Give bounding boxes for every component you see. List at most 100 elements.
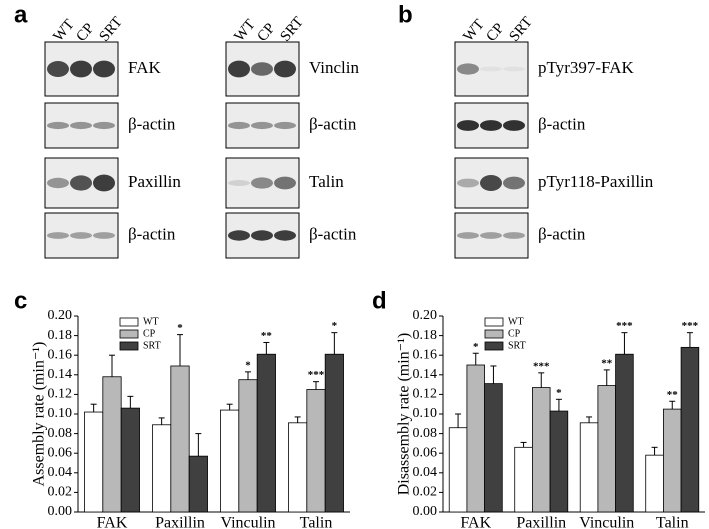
lane-label: WT xyxy=(460,17,487,45)
y-tick-label: 0.16 xyxy=(48,347,73,362)
band xyxy=(70,60,92,78)
error-bar xyxy=(313,381,319,390)
band xyxy=(274,60,296,78)
blot xyxy=(225,102,300,149)
y-tick-label: 0.12 xyxy=(413,387,438,402)
bar xyxy=(238,379,258,513)
band xyxy=(47,177,69,189)
error-bar xyxy=(686,332,693,348)
band xyxy=(480,175,502,191)
bar xyxy=(615,353,634,513)
band xyxy=(47,121,69,130)
protein-label: pTyr118-Paxillin xyxy=(538,172,654,191)
error-bar xyxy=(158,417,165,425)
y-tick-label: 0.00 xyxy=(413,504,438,519)
band xyxy=(503,176,525,190)
legend-swatch xyxy=(119,329,139,339)
legend-label: CP xyxy=(143,328,156,339)
bar xyxy=(579,422,599,513)
band xyxy=(503,120,525,131)
band xyxy=(503,66,525,72)
band xyxy=(251,62,273,76)
x-tick-label: Talin xyxy=(656,515,689,529)
error-bar xyxy=(586,416,593,423)
band xyxy=(228,180,250,186)
legend-label: SRT xyxy=(143,340,161,351)
band xyxy=(274,230,296,241)
band xyxy=(503,232,525,239)
y-tick-label: 0.14 xyxy=(413,367,438,382)
panel-label: a xyxy=(14,1,28,28)
bar xyxy=(152,424,172,513)
band xyxy=(274,176,296,190)
significance: *** xyxy=(616,320,633,332)
lane-label: CP xyxy=(73,20,97,44)
blot xyxy=(44,212,119,259)
legend-label: WT xyxy=(143,316,159,327)
protein-label: Talin xyxy=(309,172,344,191)
band xyxy=(47,232,69,239)
band xyxy=(251,121,273,130)
band xyxy=(228,121,250,130)
legend-label: CP xyxy=(508,328,521,339)
legend-swatch xyxy=(119,317,139,327)
legend-swatch xyxy=(484,317,504,327)
band xyxy=(70,232,92,239)
error-bar xyxy=(90,403,97,413)
error-bar xyxy=(538,372,545,388)
x-tick-label: Talin xyxy=(300,515,333,529)
legend-label: SRT xyxy=(508,340,526,351)
error-bar xyxy=(177,334,183,366)
error-bar xyxy=(455,413,462,428)
protein-label: Paxillin xyxy=(128,172,181,191)
blot xyxy=(454,41,529,97)
error-bar xyxy=(226,403,233,411)
protein-label: Vinclin xyxy=(309,58,359,77)
error-bar xyxy=(263,341,270,355)
band xyxy=(251,177,273,189)
band xyxy=(457,232,479,239)
bar xyxy=(306,389,326,513)
bar xyxy=(120,407,140,513)
blot xyxy=(44,102,119,149)
band xyxy=(228,230,250,241)
y-tick-label: 0.10 xyxy=(413,406,438,421)
error-bar xyxy=(472,352,479,365)
y-tick-label: 0.00 xyxy=(48,504,73,519)
protein-label: pTyr397-FAK xyxy=(538,58,634,77)
bar xyxy=(288,422,308,513)
y-tick-label: 0.16 xyxy=(413,347,438,362)
band xyxy=(457,120,479,131)
lane-label: SRT xyxy=(277,14,306,45)
protein-label: β-actin xyxy=(538,224,586,243)
bar xyxy=(324,353,344,513)
y-tick-label: 0.04 xyxy=(413,465,438,480)
protein-label: β-actin xyxy=(128,114,176,133)
y-tick-label: 0.08 xyxy=(413,426,438,441)
band xyxy=(480,120,502,131)
y-tick-label: 0.18 xyxy=(413,328,438,343)
bar xyxy=(597,385,616,513)
bar xyxy=(514,446,533,513)
significance: * xyxy=(245,359,251,371)
panel-label: c xyxy=(14,287,27,314)
band xyxy=(70,121,92,130)
y-axis-label: Disassembly rate (min⁻¹) xyxy=(396,333,413,496)
protein-label: FAK xyxy=(128,58,161,77)
significance: ** xyxy=(667,389,679,401)
error-bar xyxy=(669,400,676,410)
y-tick-label: 0.10 xyxy=(48,406,73,421)
error-bar xyxy=(603,369,610,386)
bar xyxy=(448,427,468,513)
band xyxy=(228,60,250,78)
bar xyxy=(645,454,664,513)
significance: * xyxy=(473,341,479,353)
lane-label: CP xyxy=(483,20,507,44)
band xyxy=(93,232,115,239)
band xyxy=(251,230,273,241)
x-tick-label: Paxillin xyxy=(155,515,205,529)
significance: *** xyxy=(682,320,699,332)
error-bar xyxy=(109,354,115,377)
lane-label: CP xyxy=(254,20,278,44)
x-tick-label: FAK xyxy=(460,515,491,529)
